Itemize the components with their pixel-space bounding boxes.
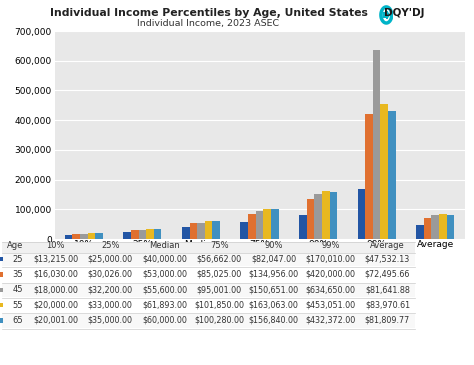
Bar bbox=[131, 230, 138, 239]
Text: $150,651.00: $150,651.00 bbox=[249, 285, 299, 294]
Text: $32,200.00: $32,200.00 bbox=[88, 285, 133, 294]
Text: 35: 35 bbox=[12, 270, 23, 279]
Text: $53,000.00: $53,000.00 bbox=[142, 270, 187, 279]
Text: $35,000.00: $35,000.00 bbox=[88, 316, 133, 325]
Text: $100,280.00: $100,280.00 bbox=[194, 316, 244, 325]
Text: $25,000.00: $25,000.00 bbox=[88, 255, 133, 264]
Bar bbox=[307, 199, 314, 239]
Text: DQY'DJ: DQY'DJ bbox=[384, 8, 424, 18]
Text: $95,001.00: $95,001.00 bbox=[197, 285, 242, 294]
Bar bbox=[190, 223, 197, 239]
Bar bbox=[138, 230, 146, 239]
Bar bbox=[439, 214, 447, 239]
Bar bbox=[65, 235, 73, 239]
Text: Median: Median bbox=[149, 241, 180, 250]
Text: $60,000.00: $60,000.00 bbox=[142, 316, 187, 325]
Text: $156,840.00: $156,840.00 bbox=[249, 316, 299, 325]
Bar bbox=[381, 104, 388, 239]
Bar bbox=[146, 229, 154, 239]
Text: 25%: 25% bbox=[101, 241, 119, 250]
Text: $83,970.61: $83,970.61 bbox=[365, 301, 410, 310]
Text: $81,809.77: $81,809.77 bbox=[365, 316, 410, 325]
Bar bbox=[80, 234, 88, 239]
Text: $420,000.00: $420,000.00 bbox=[306, 270, 356, 279]
Bar bbox=[388, 111, 396, 239]
Bar bbox=[373, 50, 381, 239]
Bar bbox=[314, 194, 322, 239]
Text: $56,662.00: $56,662.00 bbox=[197, 255, 242, 264]
Bar bbox=[431, 215, 439, 239]
Text: $101,850.00: $101,850.00 bbox=[194, 301, 244, 310]
Text: 55: 55 bbox=[12, 301, 23, 310]
Bar bbox=[365, 114, 373, 239]
Bar bbox=[271, 209, 279, 239]
Text: $81,641.88: $81,641.88 bbox=[365, 285, 410, 294]
Text: $16,030.00: $16,030.00 bbox=[33, 270, 78, 279]
Text: $432,372.00: $432,372.00 bbox=[305, 316, 356, 325]
Bar bbox=[182, 227, 190, 239]
Bar bbox=[248, 214, 255, 239]
Bar bbox=[95, 233, 103, 239]
Text: $33,000.00: $33,000.00 bbox=[88, 301, 133, 310]
Bar bbox=[255, 211, 264, 239]
Text: $61,893.00: $61,893.00 bbox=[142, 301, 187, 310]
Text: $47,532.13: $47,532.13 bbox=[365, 255, 410, 264]
Text: $18,000.00: $18,000.00 bbox=[33, 285, 78, 294]
Text: $40,000.00: $40,000.00 bbox=[142, 255, 187, 264]
Bar bbox=[154, 228, 162, 239]
Text: $453,051.00: $453,051.00 bbox=[306, 301, 356, 310]
Text: Individual Income Percentiles by Age, United States: Individual Income Percentiles by Age, Un… bbox=[50, 8, 367, 18]
Bar bbox=[447, 215, 454, 239]
Text: Age: Age bbox=[7, 241, 24, 250]
Text: $134,956.00: $134,956.00 bbox=[249, 270, 299, 279]
Bar bbox=[88, 233, 95, 239]
Bar bbox=[329, 192, 337, 239]
Text: 65: 65 bbox=[12, 316, 23, 325]
Bar bbox=[212, 221, 220, 239]
Text: 10%: 10% bbox=[46, 241, 65, 250]
Bar bbox=[240, 222, 248, 239]
Text: $20,000.00: $20,000.00 bbox=[33, 301, 78, 310]
Text: $30,026.00: $30,026.00 bbox=[88, 270, 133, 279]
Text: Average: Average bbox=[370, 241, 405, 250]
Text: $170,010.00: $170,010.00 bbox=[306, 255, 356, 264]
Bar bbox=[322, 191, 329, 239]
Text: 45: 45 bbox=[12, 285, 23, 294]
Text: $82,047.00: $82,047.00 bbox=[251, 255, 296, 264]
Text: 90%: 90% bbox=[264, 241, 283, 250]
Bar bbox=[299, 215, 307, 239]
Text: Individual Income, 2023 ASEC: Individual Income, 2023 ASEC bbox=[137, 19, 280, 28]
Bar bbox=[73, 234, 80, 239]
Text: 75%: 75% bbox=[210, 241, 228, 250]
Bar bbox=[205, 221, 212, 239]
Text: 99%: 99% bbox=[321, 241, 340, 250]
FancyArrow shape bbox=[383, 11, 389, 19]
Text: $634,650.00: $634,650.00 bbox=[306, 285, 356, 294]
Text: $55,600.00: $55,600.00 bbox=[142, 285, 187, 294]
Bar bbox=[264, 209, 271, 239]
Text: $13,215.00: $13,215.00 bbox=[33, 255, 78, 264]
Text: $20,001.00: $20,001.00 bbox=[33, 316, 78, 325]
Text: $163,063.00: $163,063.00 bbox=[249, 301, 299, 310]
Bar bbox=[197, 223, 205, 239]
Bar bbox=[123, 232, 131, 239]
Bar bbox=[416, 225, 424, 239]
Text: $85,025.00: $85,025.00 bbox=[197, 270, 242, 279]
Bar bbox=[357, 189, 365, 239]
Text: 25: 25 bbox=[12, 255, 23, 264]
Text: $72,495.66: $72,495.66 bbox=[365, 270, 410, 279]
Bar bbox=[424, 218, 431, 239]
